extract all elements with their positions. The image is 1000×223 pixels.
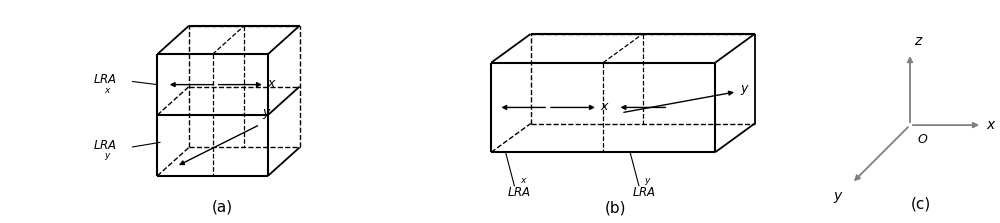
- Text: (b): (b): [604, 200, 626, 215]
- Text: $x$: $x$: [104, 87, 111, 95]
- Text: $y$: $y$: [262, 107, 271, 121]
- Text: $z$: $z$: [914, 34, 924, 47]
- Text: $y$: $y$: [740, 83, 750, 97]
- Text: $x$: $x$: [520, 176, 527, 185]
- Text: $x$: $x$: [267, 77, 277, 90]
- Text: $O$: $O$: [917, 133, 928, 147]
- Text: $y$: $y$: [644, 176, 652, 186]
- Text: $LRA$: $LRA$: [93, 73, 116, 86]
- Text: $LRA$: $LRA$: [632, 186, 656, 199]
- Text: (a): (a): [212, 200, 233, 215]
- Text: $x$: $x$: [600, 100, 609, 113]
- Text: $x$: $x$: [986, 118, 997, 132]
- Text: $LRA$: $LRA$: [507, 186, 531, 199]
- Text: $y$: $y$: [104, 151, 111, 162]
- Text: $LRA$: $LRA$: [93, 139, 116, 152]
- Text: $y$: $y$: [833, 190, 844, 205]
- Text: (c): (c): [911, 196, 931, 212]
